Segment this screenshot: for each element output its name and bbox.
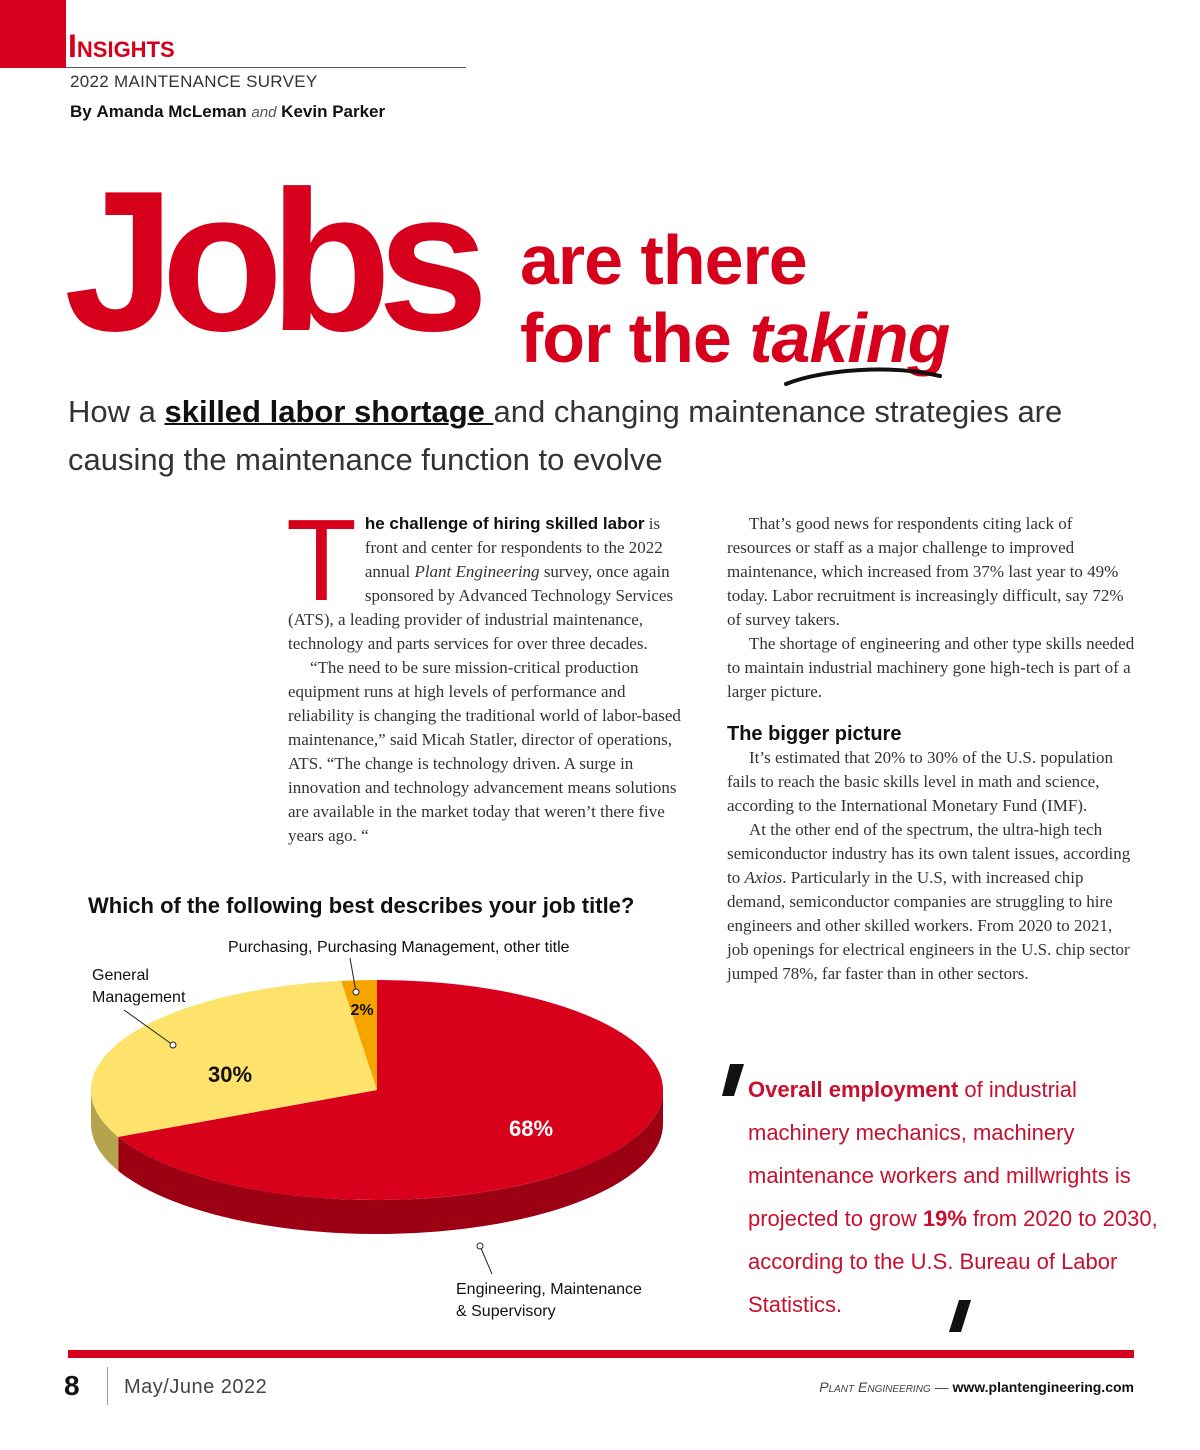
value-label-engineering: 68% bbox=[509, 1116, 553, 1141]
category-label-purchasing: Purchasing, Purchasing Management, other… bbox=[228, 939, 570, 956]
headline-big-word: Jobs bbox=[64, 150, 489, 373]
paragraph-2: “The need to be sure mission-critical pr… bbox=[288, 658, 681, 845]
deck-part-2: and changing maintenance strategies are … bbox=[68, 394, 1063, 477]
p6-italic: Axios bbox=[744, 868, 783, 887]
category-label-general-2: Management bbox=[92, 989, 186, 1006]
category-label-engineering-2: & Supervisory bbox=[456, 1303, 556, 1320]
pie-chart: 68% 30% 2% Purchasing, Purchasing Managemen… bbox=[90, 939, 663, 1320]
issue-date: May/June 2022 bbox=[124, 1376, 268, 1398]
p1-italic: Plant Engineering bbox=[414, 562, 540, 581]
subhead: The bigger picture bbox=[727, 723, 902, 745]
headline-line-2: for the taking bbox=[520, 299, 950, 377]
category-label-engineering-1: Engineering, Maintenance bbox=[456, 1281, 642, 1298]
section-subtitle: 2022 MAINTENANCE SURVEY bbox=[70, 72, 318, 91]
paragraph-5: It’s estimated that 20% to 30% of the U.… bbox=[727, 748, 1114, 815]
chart-title: Which of the following best describes yo… bbox=[88, 893, 635, 918]
pq-bold-2: 19% bbox=[922, 1206, 967, 1231]
slice-general-management-side bbox=[91, 1090, 119, 1171]
leader-engineering bbox=[479, 1245, 493, 1275]
author-1: Amanda McLeman bbox=[96, 102, 247, 121]
headline-line-2-a: for the bbox=[520, 299, 750, 377]
footer-publication: Plant Engineering — www.plantengineering… bbox=[819, 1379, 1134, 1395]
pie-depth bbox=[91, 1090, 663, 1234]
leader-general bbox=[123, 1009, 174, 1046]
pie-top bbox=[90, 980, 663, 1200]
leader-engineering-dot bbox=[476, 1242, 484, 1250]
publication-url[interactable]: www.plantengineering.com bbox=[952, 1379, 1134, 1395]
quote-open-icon bbox=[722, 1064, 744, 1096]
deck: How a skilled labor shortage and changin… bbox=[68, 388, 1148, 484]
quote-close-icon bbox=[949, 1300, 971, 1332]
leader-general-dot bbox=[169, 1041, 177, 1049]
section-title: Insights bbox=[68, 28, 175, 64]
byline-prefix: By bbox=[70, 102, 92, 121]
headline-line-2-italic: taking bbox=[749, 299, 950, 377]
p1-b: survey, once again sponsored by Advanced… bbox=[288, 562, 674, 653]
drop-cap: T bbox=[286, 495, 357, 625]
byline-and: and bbox=[251, 104, 277, 121]
lead-in: he challenge of hiring skilled labor bbox=[364, 514, 645, 533]
section-rule bbox=[66, 67, 466, 68]
leader-purchasing bbox=[349, 957, 357, 993]
p6-b: . Particularly in the U.S, with increase… bbox=[727, 868, 1130, 983]
pq-text-2: from 2020 to 2030, according to the U.S.… bbox=[748, 1206, 1158, 1317]
pie-labels: 68% 30% 2% Purchasing, Purchasing Managemen… bbox=[92, 939, 642, 1320]
deck-emphasis: skilled labor shortage bbox=[164, 394, 494, 429]
p1-a: is front and center for respondents to t… bbox=[364, 514, 663, 581]
paragraph-6: At the other end of the spectrum, the ul… bbox=[727, 818, 1137, 986]
deck-part-1: How a bbox=[68, 394, 165, 429]
article-column-2: That’s good news for respondents citing … bbox=[727, 512, 1137, 986]
author-2: Kevin Parker bbox=[281, 102, 386, 121]
slice-engineering-side bbox=[118, 1090, 663, 1234]
section-color-block bbox=[0, 0, 66, 68]
value-label-general: 30% bbox=[208, 1062, 252, 1087]
pq-bold-1: Overall employment bbox=[748, 1077, 959, 1102]
headline-line-1: are there bbox=[520, 221, 808, 299]
slice-general-management bbox=[90, 980, 377, 1137]
byline: By Amanda McLeman and Kevin Parker bbox=[70, 102, 385, 122]
value-label-purchasing: 2% bbox=[350, 1002, 373, 1019]
paragraph-3: That’s good news for respondents citing … bbox=[727, 514, 1124, 629]
underline-swoosh-icon bbox=[784, 367, 942, 386]
pull-quote: Overall employment of industrial machine… bbox=[748, 1068, 1158, 1326]
p6-a: At the other end of the spectrum, the ul… bbox=[727, 820, 1131, 887]
paragraph-4: The shortage of engineering and other ty… bbox=[727, 634, 1135, 701]
footer-separator bbox=[107, 1367, 108, 1405]
page-number: 8 bbox=[64, 1370, 80, 1401]
pq-text-1: of industrial machinery mechanics, machi… bbox=[748, 1077, 1131, 1231]
slice-engineering bbox=[118, 980, 663, 1200]
footer-rule bbox=[68, 1350, 1134, 1358]
leader-purchasing-dot bbox=[352, 988, 360, 996]
publication-name: Plant Engineering bbox=[819, 1379, 931, 1395]
footer-dash: — bbox=[930, 1379, 953, 1395]
slice-purchasing bbox=[341, 980, 377, 1090]
category-label-general-1: General bbox=[92, 967, 149, 984]
